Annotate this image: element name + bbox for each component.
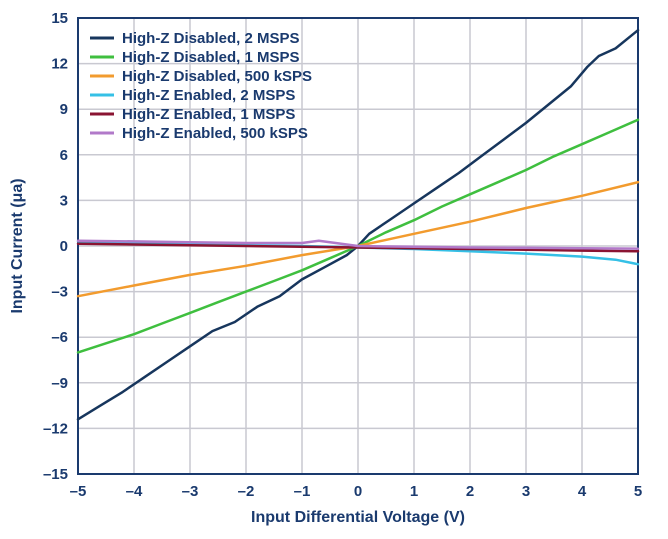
x-tick-label: –5 (70, 483, 87, 500)
x-tick-label: 1 (410, 483, 418, 500)
y-tick-label: –6 (51, 329, 68, 346)
x-tick-label: 0 (354, 483, 362, 500)
y-tick-label: 0 (60, 238, 68, 255)
x-tick-label: –2 (238, 483, 255, 500)
y-tick-label: 9 (60, 101, 68, 118)
x-tick-label: 2 (466, 483, 474, 500)
legend-label: High-Z Disabled, 2 MSPS (122, 30, 300, 47)
x-tick-label: –3 (182, 483, 199, 500)
x-tick-label: 4 (578, 483, 587, 500)
y-tick-label: –9 (51, 375, 68, 392)
y-axis-label: Input Current (μa) (9, 178, 26, 313)
legend-label: High-Z Enabled, 2 MSPS (122, 87, 295, 104)
legend-label: High-Z Disabled, 500 kSPS (122, 68, 312, 85)
x-tick-label: –4 (126, 483, 143, 500)
y-tick-label: 15 (51, 10, 68, 27)
line-chart: –5–4–3–2–1012345–15–12–9–6–303691215Inpu… (0, 0, 668, 539)
y-tick-label: –3 (51, 284, 68, 301)
y-tick-label: –12 (43, 420, 68, 437)
legend-label: High-Z Enabled, 500 kSPS (122, 125, 308, 142)
x-axis-label: Input Differential Voltage (V) (251, 509, 465, 526)
y-tick-label: 12 (51, 56, 68, 73)
y-tick-label: 3 (60, 192, 68, 209)
x-tick-label: –1 (294, 483, 311, 500)
x-tick-label: 5 (634, 483, 642, 500)
legend-label: High-Z Enabled, 1 MSPS (122, 106, 295, 123)
y-tick-label: 6 (60, 147, 68, 164)
y-tick-label: –15 (43, 466, 68, 483)
chart-container: –5–4–3–2–1012345–15–12–9–6–303691215Inpu… (0, 0, 668, 539)
x-tick-label: 3 (522, 483, 530, 500)
legend-label: High-Z Disabled, 1 MSPS (122, 49, 300, 66)
